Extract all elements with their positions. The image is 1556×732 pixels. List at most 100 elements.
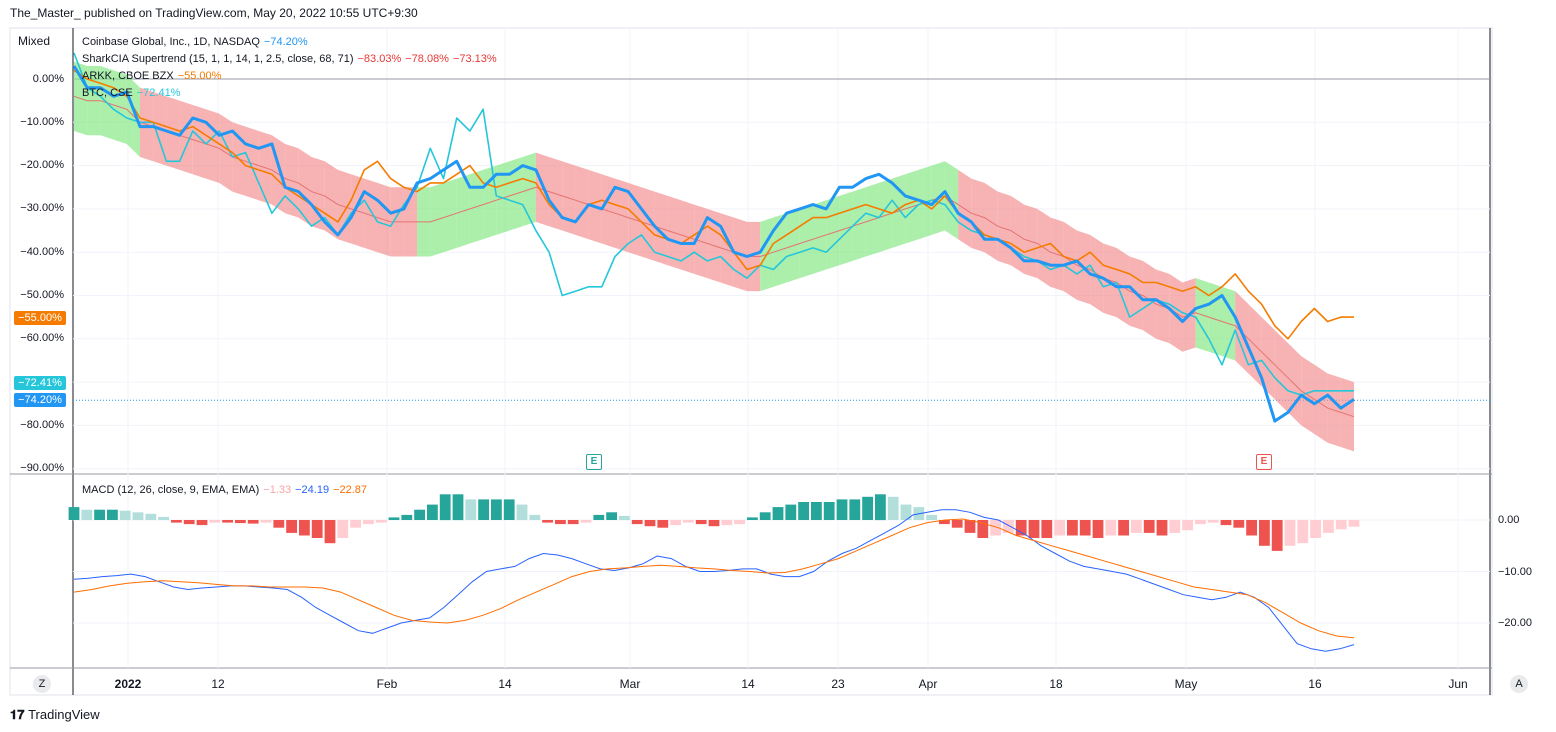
x-tick-label: May xyxy=(1174,677,1198,691)
macd-histogram-bar xyxy=(145,513,157,520)
macd-histogram-bar xyxy=(900,504,912,520)
macd-histogram-bar xyxy=(670,520,681,526)
macd-histogram-bar xyxy=(1003,520,1014,533)
macd-histogram-bar xyxy=(503,499,515,520)
macd-histogram-bar xyxy=(1323,520,1334,533)
macd-histogram-bar xyxy=(1220,520,1232,526)
macd-histogram-bar xyxy=(772,507,784,520)
x-tick-label: 16 xyxy=(1308,677,1322,691)
legend-main-value: −74.20% xyxy=(263,36,308,48)
macd-histogram-bar xyxy=(823,502,835,520)
series-line-btc xyxy=(73,52,1354,396)
legend-macd-label: MACD (12, 26, close, 9, EMA, EMA) xyxy=(82,484,260,496)
y-tick-label: −90.00% xyxy=(20,462,64,474)
macd-histogram-bar xyxy=(452,494,464,521)
macd-line-macd xyxy=(73,509,1355,652)
macd-histogram-bar xyxy=(171,520,182,523)
earnings-marker-bullish[interactable]: E xyxy=(586,454,602,470)
legend-arkk-value: −55.00% xyxy=(177,70,222,82)
legend-main[interactable]: Coinbase Global, Inc., 1D, NASDAQ −74.20% xyxy=(82,36,308,48)
publish-info: The_Master_ published on TradingView.com… xyxy=(10,6,418,20)
arkk-price-tag: −55.00% xyxy=(14,311,66,325)
macd-histogram-bar xyxy=(1067,520,1078,536)
macd-histogram-bar xyxy=(593,514,605,520)
macd-histogram-bar xyxy=(196,520,208,526)
scale-mode-label[interactable]: Mixed xyxy=(18,34,51,48)
macd-histogram-bar xyxy=(465,499,477,520)
macd-histogram-bar xyxy=(414,509,425,520)
macd-histogram-bar xyxy=(1092,520,1104,538)
x-tick-label: 2022 xyxy=(114,677,142,691)
legend-supertrend[interactable]: SharkCIA Supertrend (15, 1, 1, 14, 1, 2.… xyxy=(82,53,497,65)
macd-histogram-bar xyxy=(836,499,848,520)
legend-macd-v2: −24.19 xyxy=(295,484,330,496)
macd-histogram-bar xyxy=(951,520,963,528)
macd-histogram-bar xyxy=(1182,520,1193,531)
y-tick-label: −40.00% xyxy=(20,246,64,258)
y-tick-label: −80.00% xyxy=(20,419,64,431)
zoom-reset-button[interactable]: Z xyxy=(33,675,51,693)
y-tick-label: −30.00% xyxy=(20,202,64,214)
macd-histogram-bar xyxy=(1348,520,1360,527)
y-tick-label: −60.00% xyxy=(20,332,64,344)
legend-supertrend-label: SharkCIA Supertrend (15, 1, 1, 14, 1, 2.… xyxy=(82,53,354,65)
macd-histogram-bar xyxy=(1233,520,1245,528)
macd-histogram-bar xyxy=(1143,520,1155,533)
macd-histogram-bar xyxy=(849,499,861,520)
legend-btc-label: BTC, CSE xyxy=(82,87,133,99)
macd-histogram-bar xyxy=(222,520,233,523)
macd-histogram-bar xyxy=(107,509,118,520)
macd-histogram-bar xyxy=(439,494,451,521)
macd-histogram-bar xyxy=(747,517,758,520)
y-tick-label: −20.00% xyxy=(20,159,64,171)
macd-histogram-bar xyxy=(273,520,285,528)
macd-histogram-bar xyxy=(478,499,489,520)
legend-btc-value: −72.41% xyxy=(136,87,181,99)
macd-histogram-bar xyxy=(862,496,873,520)
legend-btc[interactable]: BTC, CSE −72.41% xyxy=(82,87,180,99)
macd-histogram-bar xyxy=(158,516,169,520)
macd-histogram-bar xyxy=(555,520,566,525)
legend-macd[interactable]: MACD (12, 26, close, 9, EMA, EMA) −1.33 −2… xyxy=(82,484,367,496)
macd-histogram-bar xyxy=(324,520,336,544)
macd-histogram-bar xyxy=(350,520,361,528)
macd-histogram-bar xyxy=(132,512,144,520)
macd-histogram-bar xyxy=(1015,520,1027,536)
macd-histogram-bar xyxy=(311,520,323,538)
macd-histogram-bar xyxy=(209,520,221,523)
legend-main-label: Coinbase Global, Inc., 1D, NASDAQ xyxy=(82,36,260,48)
macd-histogram-bar xyxy=(363,520,374,525)
supertrend-center-line xyxy=(73,95,1355,418)
macd-histogram-bar xyxy=(286,520,297,533)
legend-arkk[interactable]: ARKK, CBOE BZX −55.00% xyxy=(82,70,221,82)
tradingview-logo-icon: 𝟏𝟕 xyxy=(10,707,25,722)
macd-tick-label: −20.00 xyxy=(1498,617,1532,629)
macd-histogram-bar xyxy=(1079,520,1091,536)
macd-histogram-bar xyxy=(657,520,669,528)
macd-histogram-bar xyxy=(1310,520,1321,538)
macd-histogram-bar xyxy=(567,520,579,525)
macd-histogram-bar xyxy=(401,514,413,520)
macd-histogram-bar xyxy=(1041,520,1053,538)
macd-histogram-bar xyxy=(695,520,707,525)
macd-histogram-bar xyxy=(811,502,822,520)
macd-histogram-bar xyxy=(1271,520,1283,551)
macd-tick-label: −10.00 xyxy=(1498,566,1532,578)
y-tick-label: −50.00% xyxy=(20,289,64,301)
macd-histogram-bar xyxy=(1118,520,1129,536)
macd-line-signal xyxy=(73,518,1355,639)
earnings-marker-bearish[interactable]: E xyxy=(1256,454,1272,470)
macd-histogram-bar xyxy=(964,520,976,533)
x-tick-label: 14 xyxy=(498,677,512,691)
macd-histogram-bar xyxy=(1156,520,1168,536)
x-tick-label: Mar xyxy=(619,677,641,691)
macd-histogram-bar xyxy=(1105,520,1117,536)
auto-scale-button[interactable]: A xyxy=(1510,675,1528,693)
legend-macd-v1: −1.33 xyxy=(263,484,292,496)
macd-histogram-bar xyxy=(977,520,989,538)
macd-histogram-bar xyxy=(183,520,195,525)
macd-histogram-bar xyxy=(375,520,387,523)
macd-histogram-bar xyxy=(990,520,1001,536)
macd-histogram-bar xyxy=(785,504,797,520)
